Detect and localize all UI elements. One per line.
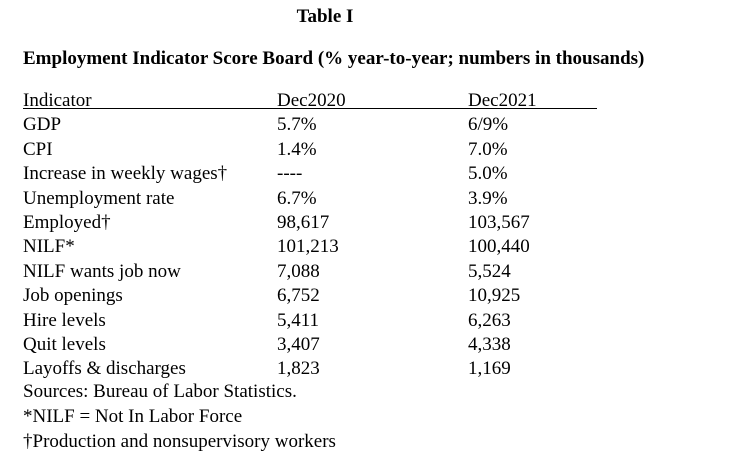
indicator-cell: Layoffs & discharges (23, 358, 186, 380)
dec2020-cell: 5.7% (277, 114, 317, 136)
dec2020-cell: 3,407 (277, 333, 320, 355)
table-row: Job openings 6,752 10,925 (23, 284, 597, 308)
header-rule (23, 108, 597, 109)
indicator-cell: Hire levels (23, 309, 106, 331)
indicator-cell: CPI (23, 138, 53, 160)
dec2020-cell: 6.7% (277, 187, 317, 209)
indicator-cell: Increase in weekly wages† (23, 163, 228, 185)
footnotes: Sources: Bureau of Labor Statistics. *NI… (23, 379, 336, 454)
dec2020-cell: ---- (277, 163, 303, 185)
dec2020-cell: 1,823 (277, 358, 320, 380)
col-header-dec2021: Dec2021 (468, 90, 537, 111)
dec2020-cell: 5,411 (277, 309, 320, 331)
indicator-table: Indicator Dec2020 Dec2021 GDP 5.7% 6/9% … (23, 89, 597, 382)
table-row: CPI 1.4% 7.0% (23, 138, 597, 162)
table-row: Hire levels 5,411 6,263 (23, 309, 597, 333)
table-row: NILF wants job now 7,088 5,524 (23, 260, 597, 284)
dec2021-cell: 10,925 (468, 285, 521, 307)
indicator-cell: Employed† (23, 211, 111, 233)
dec2021-cell: 4,338 (468, 333, 511, 355)
table-row: GDP 5.7% 6/9% (23, 113, 597, 137)
header-row: Indicator Dec2020 Dec2021 (23, 89, 597, 113)
dec2020-cell: 1.4% (277, 138, 317, 160)
indicator-cell: GDP (23, 114, 62, 136)
table-row: Quit levels 3,407 4,338 (23, 333, 597, 357)
dagger-note: †Production and nonsupervisory workers (23, 431, 336, 452)
nilf-note: *NILF = Not In Labor Force (23, 406, 243, 427)
dec2021-cell: 1,169 (468, 358, 511, 380)
dec2021-cell: 103,567 (468, 211, 530, 233)
table-row: NILF* 101,213 100,440 (23, 235, 597, 259)
table-row: Unemployment rate 6.7% 3.9% (23, 187, 597, 211)
indicator-cell: Quit levels (23, 333, 106, 355)
dec2021-cell: 3.9% (468, 187, 508, 209)
dec2021-cell: 6/9% (468, 114, 509, 136)
table-row: Layoffs & discharges 1,823 1,169 (23, 357, 597, 381)
table-caption: Employment Indicator Score Board (% year… (23, 48, 645, 69)
dec2020-cell: 6,752 (277, 285, 320, 307)
indicator-cell: NILF wants job now (23, 260, 181, 282)
table-row: Employed† 98,617 103,567 (23, 211, 597, 235)
indicator-cell: NILF* (23, 236, 75, 258)
col-header-dec2020: Dec2020 (277, 90, 346, 111)
dec2021-cell: 6,263 (468, 309, 511, 331)
dec2021-cell: 100,440 (468, 236, 530, 258)
dec2021-cell: 7.0% (468, 138, 508, 160)
col-header-indicator: Indicator (23, 90, 92, 111)
dec2020-cell: 7,088 (277, 260, 320, 282)
indicator-cell: Job openings (23, 285, 123, 307)
dec2021-cell: 5.0% (468, 163, 508, 185)
table-title: Table I (296, 6, 354, 27)
table-row: Increase in weekly wages† ---- 5.0% (23, 162, 597, 186)
dec2020-cell: 101,213 (277, 236, 339, 258)
dec2020-cell: 98,617 (277, 211, 330, 233)
indicator-cell: Unemployment rate (23, 187, 175, 209)
sources-note: Sources: Bureau of Labor Statistics. (23, 381, 297, 402)
dec2021-cell: 5,524 (468, 260, 511, 282)
